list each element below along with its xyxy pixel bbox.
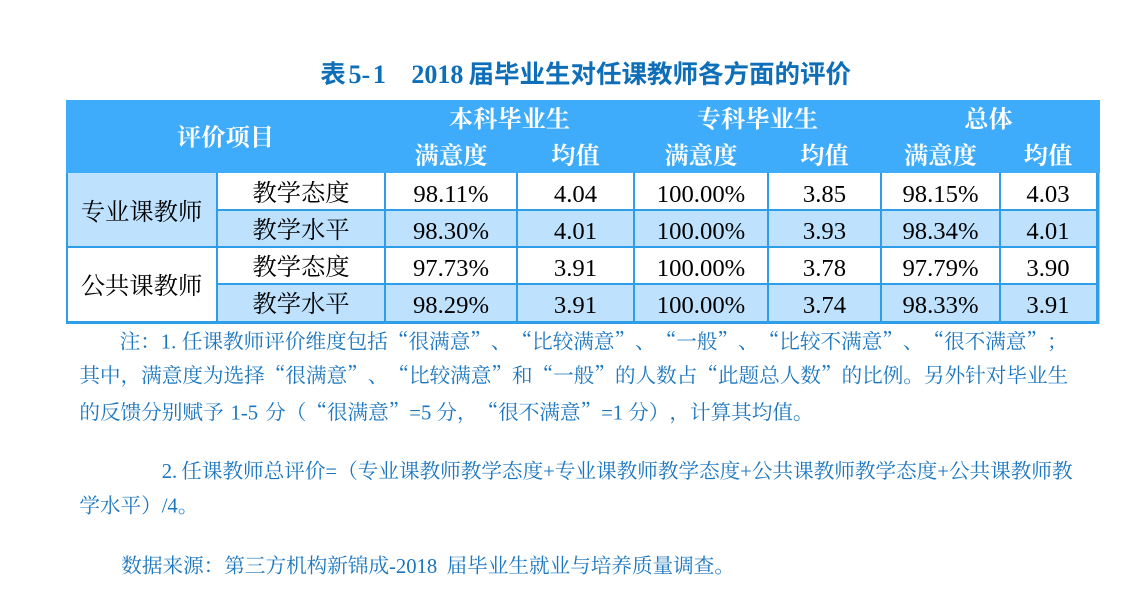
svg-text:98.29%: 98.29% [413,292,489,319]
svg-text:1-5: 1-5 [231,402,259,424]
svg-text:3.85: 3.85 [803,181,846,208]
svg-text:5-: 5- [349,60,371,89]
svg-text:97.79%: 97.79% [902,255,978,282]
svg-text:98.11%: 98.11% [413,181,488,208]
svg-text:98.33%: 98.33% [902,292,978,319]
svg-text:100.00%: 100.00% [657,181,745,208]
svg-text:4.01: 4.01 [1026,218,1069,245]
svg-text:3.90: 3.90 [1026,255,1069,282]
svg-text:/4: /4 [162,496,179,518]
svg-text:3.91: 3.91 [1026,292,1069,319]
svg-text:=: = [325,461,337,483]
svg-text:2.: 2. [162,461,178,483]
svg-text:+: + [740,461,752,483]
svg-text:98.34%: 98.34% [902,218,978,245]
svg-text:100.00%: 100.00% [657,255,745,282]
svg-text:1.: 1. [161,332,177,354]
svg-text:98.15%: 98.15% [902,181,978,208]
svg-text:+: + [543,461,555,483]
svg-text:100.00%: 100.00% [657,292,745,319]
svg-text:1: 1 [373,60,386,89]
svg-text:100.00%: 100.00% [657,218,745,245]
svg-text:97.73%: 97.73% [413,255,489,282]
svg-text:2018: 2018 [411,60,463,89]
svg-text:-2018: -2018 [389,556,437,578]
svg-text:98.30%: 98.30% [413,218,489,245]
svg-text:3.93: 3.93 [803,218,846,245]
svg-text:4.03: 4.03 [1026,181,1069,208]
svg-text:=1: =1 [601,402,623,424]
svg-text:=5: =5 [409,402,431,424]
svg-text:3.78: 3.78 [803,255,846,282]
svg-text:3.91: 3.91 [554,255,597,282]
svg-text:3.74: 3.74 [803,292,846,319]
svg-text:+: + [937,461,949,483]
svg-text:4.01: 4.01 [554,218,597,245]
svg-text:4.04: 4.04 [554,181,597,208]
svg-text:3.91: 3.91 [554,292,597,319]
